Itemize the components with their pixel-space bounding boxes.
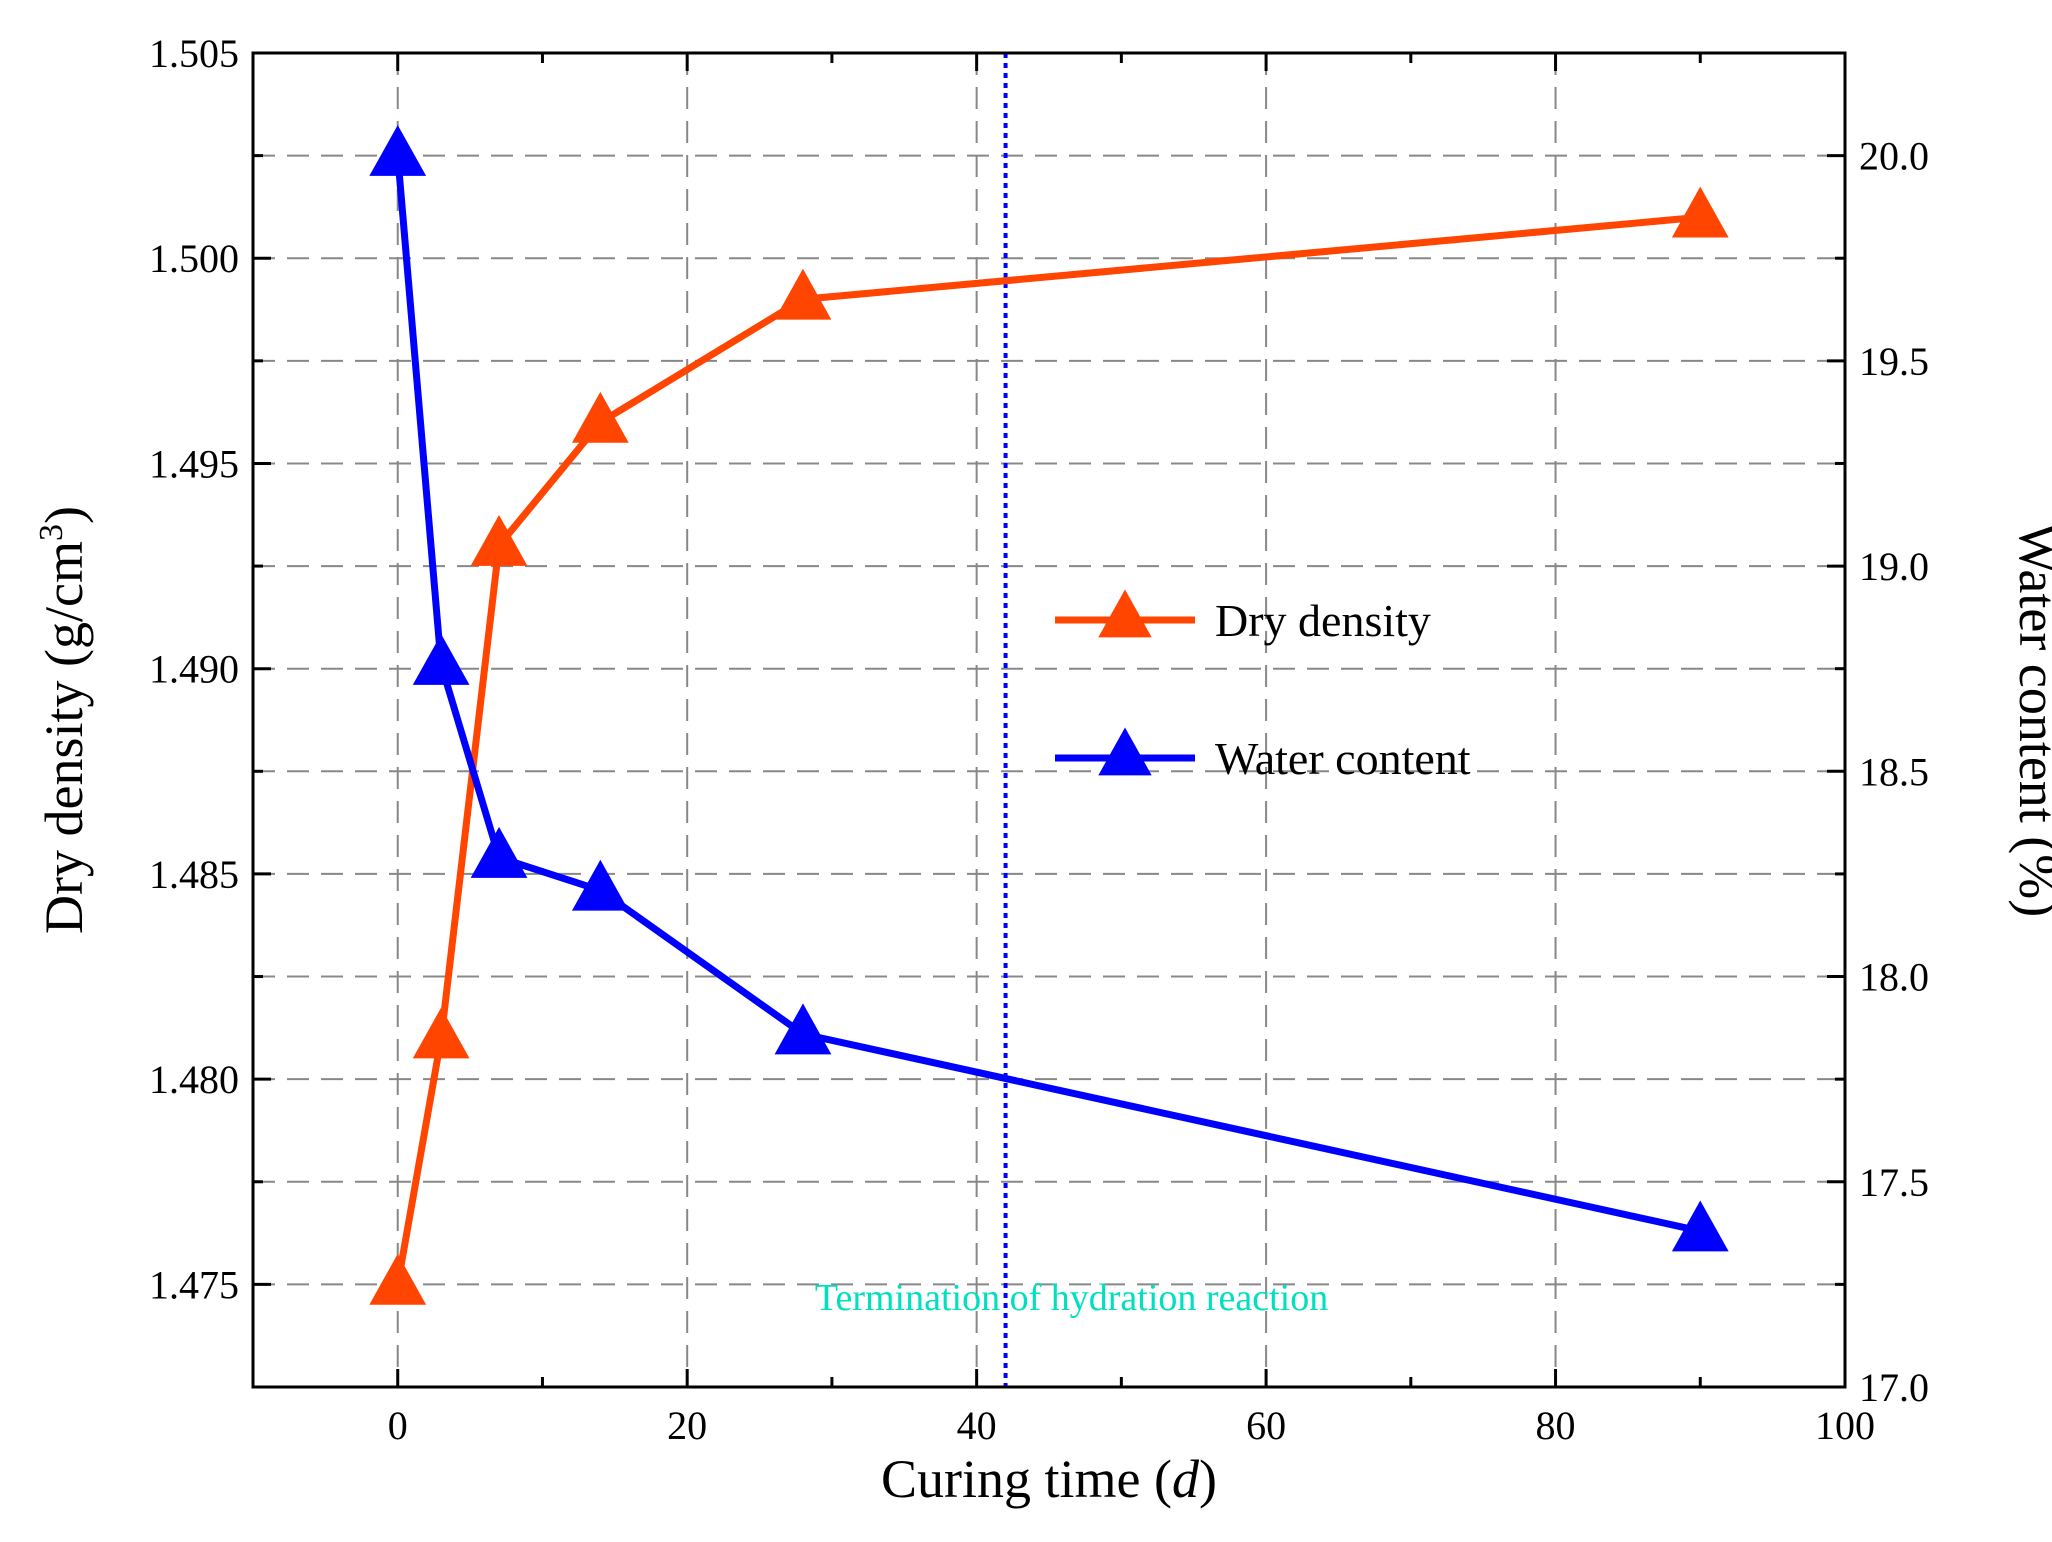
y-left-tick-label-0: 1.475 bbox=[149, 1262, 239, 1307]
y-right-tick-label-0: 17.0 bbox=[1859, 1365, 1929, 1410]
y-right-tick-label-3: 18.5 bbox=[1859, 749, 1929, 794]
y-left-tick-label-1: 1.480 bbox=[149, 1057, 239, 1102]
y-left-tick-label-3: 1.490 bbox=[149, 647, 239, 692]
series-1-point-5 bbox=[1671, 1200, 1729, 1252]
series-0-point-5 bbox=[1671, 186, 1729, 238]
grid-lines bbox=[253, 53, 1845, 1387]
series-line-0 bbox=[394, 213, 1701, 1285]
series-0-point-0 bbox=[369, 1253, 427, 1305]
x-tick-label-3: 60 bbox=[1246, 1403, 1286, 1448]
series-1-point-4 bbox=[774, 1003, 832, 1055]
y-right-tick-label-1: 17.5 bbox=[1859, 1160, 1929, 1205]
x-axis-title-part-2: d bbox=[1172, 1449, 1200, 1509]
series-line-1 bbox=[394, 155, 1702, 1235]
legend-marker-1 bbox=[1098, 727, 1152, 776]
x-tick-label-4: 80 bbox=[1536, 1403, 1576, 1448]
y-axis-right-title: Water content (%) bbox=[2008, 523, 2052, 917]
plot-frame bbox=[251, 51, 1847, 1389]
x-tick-label-2: 40 bbox=[957, 1403, 997, 1448]
series-0-point-3 bbox=[571, 391, 629, 443]
x-axis-title-part-3: ) bbox=[1199, 1449, 1217, 1509]
annotation-layer: Termination of hydration reaction bbox=[815, 53, 1328, 1387]
y-right-tick-label-2: 18.0 bbox=[1859, 955, 1929, 1000]
y-left-title-part-3: ) bbox=[34, 506, 94, 524]
y-right-tick-label-6: 20.0 bbox=[1859, 134, 1929, 179]
series-layer bbox=[369, 125, 1729, 1305]
series-0-point-1 bbox=[412, 1007, 470, 1059]
legend-marker-0 bbox=[1098, 589, 1152, 638]
legend-label-0: Dry density bbox=[1215, 595, 1431, 646]
x-tick-label-1: 20 bbox=[667, 1403, 707, 1448]
tick-layer: 0 20 40 60 80 100 1.475 1.480 1.485 1.490 1.495 1.5… bbox=[149, 31, 1929, 1448]
y-left-tick-label-4: 1.495 bbox=[149, 441, 239, 486]
y-left-tick-label-5: 1.500 bbox=[149, 236, 239, 281]
x-axis-title: Curing time (d) bbox=[881, 1449, 1217, 1509]
annotation-label-0: Termination of hydration reaction bbox=[815, 1277, 1328, 1319]
series-1-point-0 bbox=[369, 125, 427, 176]
y-left-tick-label-6: 1.505 bbox=[149, 31, 239, 76]
y-right-tick-label-4: 19.0 bbox=[1859, 544, 1929, 589]
series-1-point-3 bbox=[571, 859, 629, 911]
x-tick-label-0: 0 bbox=[388, 1403, 408, 1448]
series-1-point-2 bbox=[470, 826, 528, 878]
y-right-tick-label-5: 19.5 bbox=[1859, 339, 1929, 384]
legend: Dry density Water content bbox=[1055, 589, 1471, 784]
series-0-point-2 bbox=[470, 514, 528, 566]
legend-label-1: Water content bbox=[1215, 733, 1471, 784]
series-1-point-1 bbox=[412, 634, 470, 685]
y-left-title-part-1: Dry density (g/cm bbox=[34, 541, 94, 934]
y-axis-left-title: Dry density (g/cm3) bbox=[33, 506, 94, 934]
y-left-tick-label-2: 1.485 bbox=[149, 852, 239, 897]
x-axis-title-part-1: Curing time ( bbox=[881, 1449, 1172, 1509]
x-tick-label-5: 100 bbox=[1815, 1403, 1875, 1448]
series-0-point-4 bbox=[774, 268, 832, 320]
y-left-title-superscript: 3 bbox=[33, 524, 70, 541]
